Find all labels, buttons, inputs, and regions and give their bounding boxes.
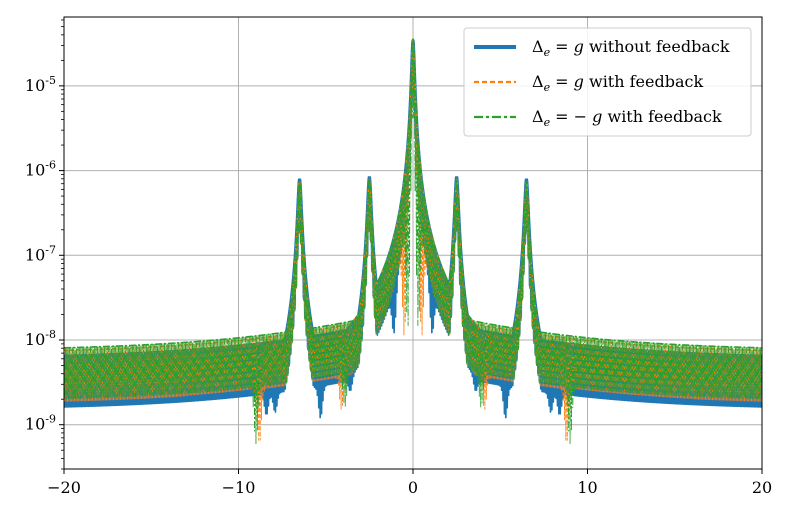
x-tick-label: 20 xyxy=(752,478,772,497)
y-tick-label: 10-7 xyxy=(25,243,56,264)
y-tick-label: 10-9 xyxy=(25,413,56,434)
y-tick-label: 10-8 xyxy=(25,328,56,349)
series-envelope xyxy=(64,38,762,349)
x-tick-label: −20 xyxy=(47,478,81,497)
series-lines xyxy=(64,38,762,444)
legend: Δe = g without feedback Δe = g with feedb… xyxy=(463,27,752,137)
legend-label: Δe = g with feedback xyxy=(532,72,703,94)
legend-box xyxy=(463,27,752,137)
series-3 xyxy=(64,38,762,444)
x-tick-label: 0 xyxy=(408,478,418,497)
x-tick-label: −10 xyxy=(222,478,256,497)
x-tick-label: 10 xyxy=(577,478,597,497)
y-tick-label: 10-6 xyxy=(25,159,56,180)
legend-label: Δe = − g with feedback xyxy=(532,107,722,129)
axis-ticks: −20 −10 0 10 20 10-9 10-8 10-7 10-6 10-5 xyxy=(25,19,772,497)
legend-label: Δe = g without feedback xyxy=(532,37,730,59)
y-tick-label: 10-5 xyxy=(25,74,56,95)
